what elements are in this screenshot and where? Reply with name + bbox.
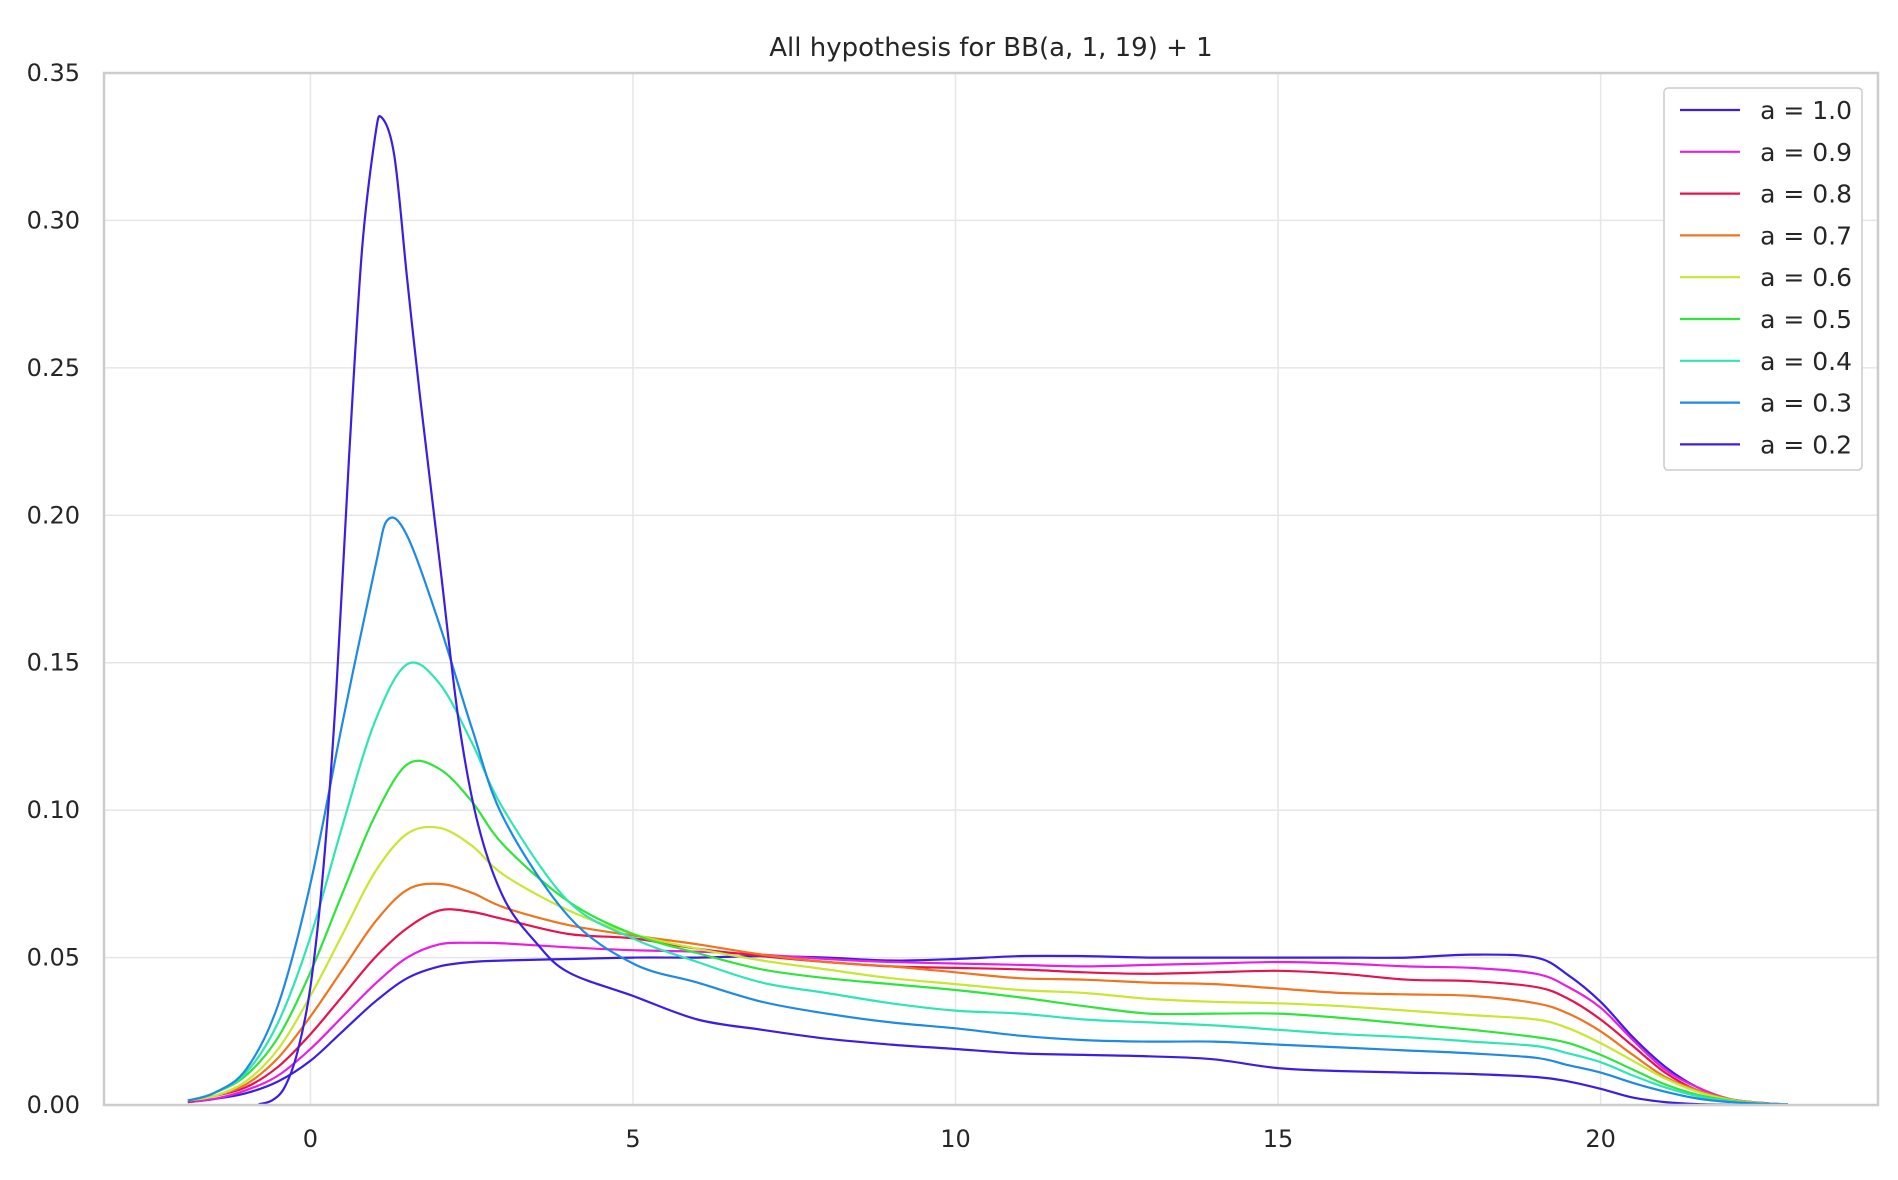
y-tick-label: 0.35	[27, 59, 80, 87]
y-tick-label: 0.25	[27, 354, 80, 382]
grid-lines	[104, 72, 1878, 1106]
x-tick-label: 20	[1585, 1125, 1616, 1153]
series-line-8	[258, 115, 1730, 1106]
legend-label: a = 1.0	[1760, 96, 1852, 125]
x-tick-label: 10	[940, 1125, 971, 1153]
series-line-5	[187, 759, 1788, 1106]
series-line-0	[187, 953, 1788, 1106]
series-line-2	[187, 908, 1788, 1106]
y-tick-label: 0.30	[27, 206, 80, 234]
y-tick-label: 0.00	[27, 1091, 80, 1119]
y-tick-label: 0.15	[27, 649, 80, 677]
series-lines	[187, 115, 1788, 1106]
y-tick-label: 0.05	[27, 944, 80, 972]
legend-label: a = 0.8	[1760, 180, 1852, 209]
x-tick-label: 0	[303, 1125, 318, 1153]
legend-label: a = 0.4	[1760, 347, 1852, 376]
legend-label: a = 0.5	[1760, 305, 1852, 334]
series-line-1	[187, 941, 1788, 1106]
x-tick-label: 5	[625, 1125, 640, 1153]
legend: a = 1.0 a = 0.9 a = 0.8 a = 0.7 a = 0.6 a = 0…	[1663, 87, 1863, 471]
legend-label: a = 0.7	[1760, 221, 1852, 250]
y-tick-label: 0.20	[27, 501, 80, 529]
series-line-7	[187, 516, 1788, 1106]
legend-label: a = 0.3	[1760, 389, 1852, 418]
series-line-6	[187, 661, 1788, 1106]
legend-label: a = 0.2	[1760, 430, 1852, 459]
series-line-4	[187, 825, 1788, 1106]
plot-frame	[102, 71, 1880, 1107]
legend-box	[1663, 87, 1863, 471]
legend-label: a = 0.6	[1760, 263, 1852, 292]
legend-label: a = 0.9	[1760, 138, 1852, 167]
x-tick-label: 15	[1263, 1125, 1294, 1153]
series-line-3	[187, 882, 1788, 1106]
chart-title: All hypothesis for BB(a, 1, 19) + 1	[769, 33, 1212, 63]
y-tick-labels: 0.00 0.05 0.10 0.15 0.20 0.25 0.30 0.35	[27, 59, 80, 1119]
y-tick-label: 0.10	[27, 796, 80, 824]
x-tick-labels: 0 5 10 15 20	[303, 1125, 1616, 1153]
